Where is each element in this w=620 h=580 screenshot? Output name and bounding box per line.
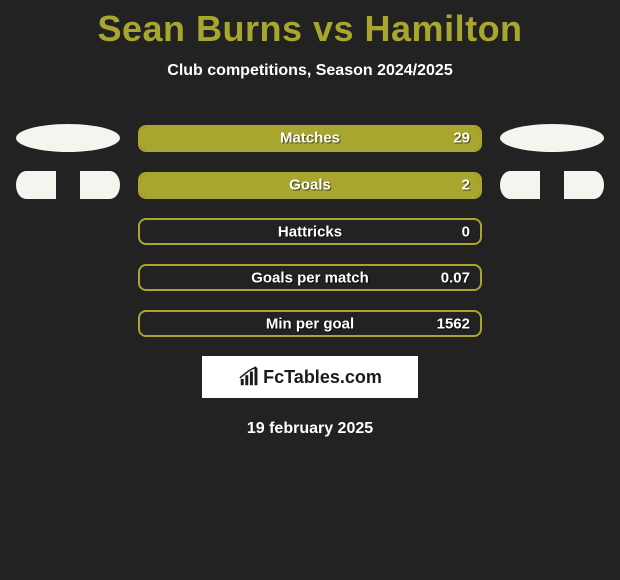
stat-value: 29 [453,130,470,147]
stat-row: Hattricks 0 [0,218,620,245]
stat-bar: Goals 2 [138,172,482,199]
date-label: 19 february 2025 [0,420,620,438]
stat-label: Hattricks [278,223,342,240]
stats-card: Sean Burns vs Hamilton Club competitions… [0,0,620,438]
brand-label: FcTables.com [263,367,382,388]
page-title: Sean Burns vs Hamilton [0,8,620,50]
stat-bar: Goals per match 0.07 [138,264,482,291]
left-ellipse-icon [16,171,120,199]
stat-bar: Matches 29 [138,125,482,152]
stat-bar: Hattricks 0 [138,218,482,245]
stat-label: Matches [280,130,340,147]
subtitle: Club competitions, Season 2024/2025 [0,62,620,80]
stat-label: Goals per match [251,269,369,286]
right-ellipse-icon [500,124,604,152]
stat-row: Matches 29 [0,124,620,152]
stat-row: Min per goal 1562 [0,310,620,337]
stat-label: Goals [289,177,331,194]
stat-row: Goals per match 0.07 [0,264,620,291]
stat-bar: Min per goal 1562 [138,310,482,337]
stat-row: Goals 2 [0,171,620,199]
left-ellipse-icon [16,124,120,152]
right-ellipse-icon [500,171,604,199]
bar-chart-icon [238,366,260,388]
stats-list: Matches 29 Goals 2 Hattricks 0 Goals per match… [0,124,620,337]
stat-value: 0 [462,223,470,240]
stat-label: Min per goal [266,315,354,332]
stat-value: 0.07 [441,269,470,286]
stat-value: 2 [462,177,470,194]
stat-value: 1562 [437,315,470,332]
brand-box[interactable]: FcTables.com [202,356,418,398]
